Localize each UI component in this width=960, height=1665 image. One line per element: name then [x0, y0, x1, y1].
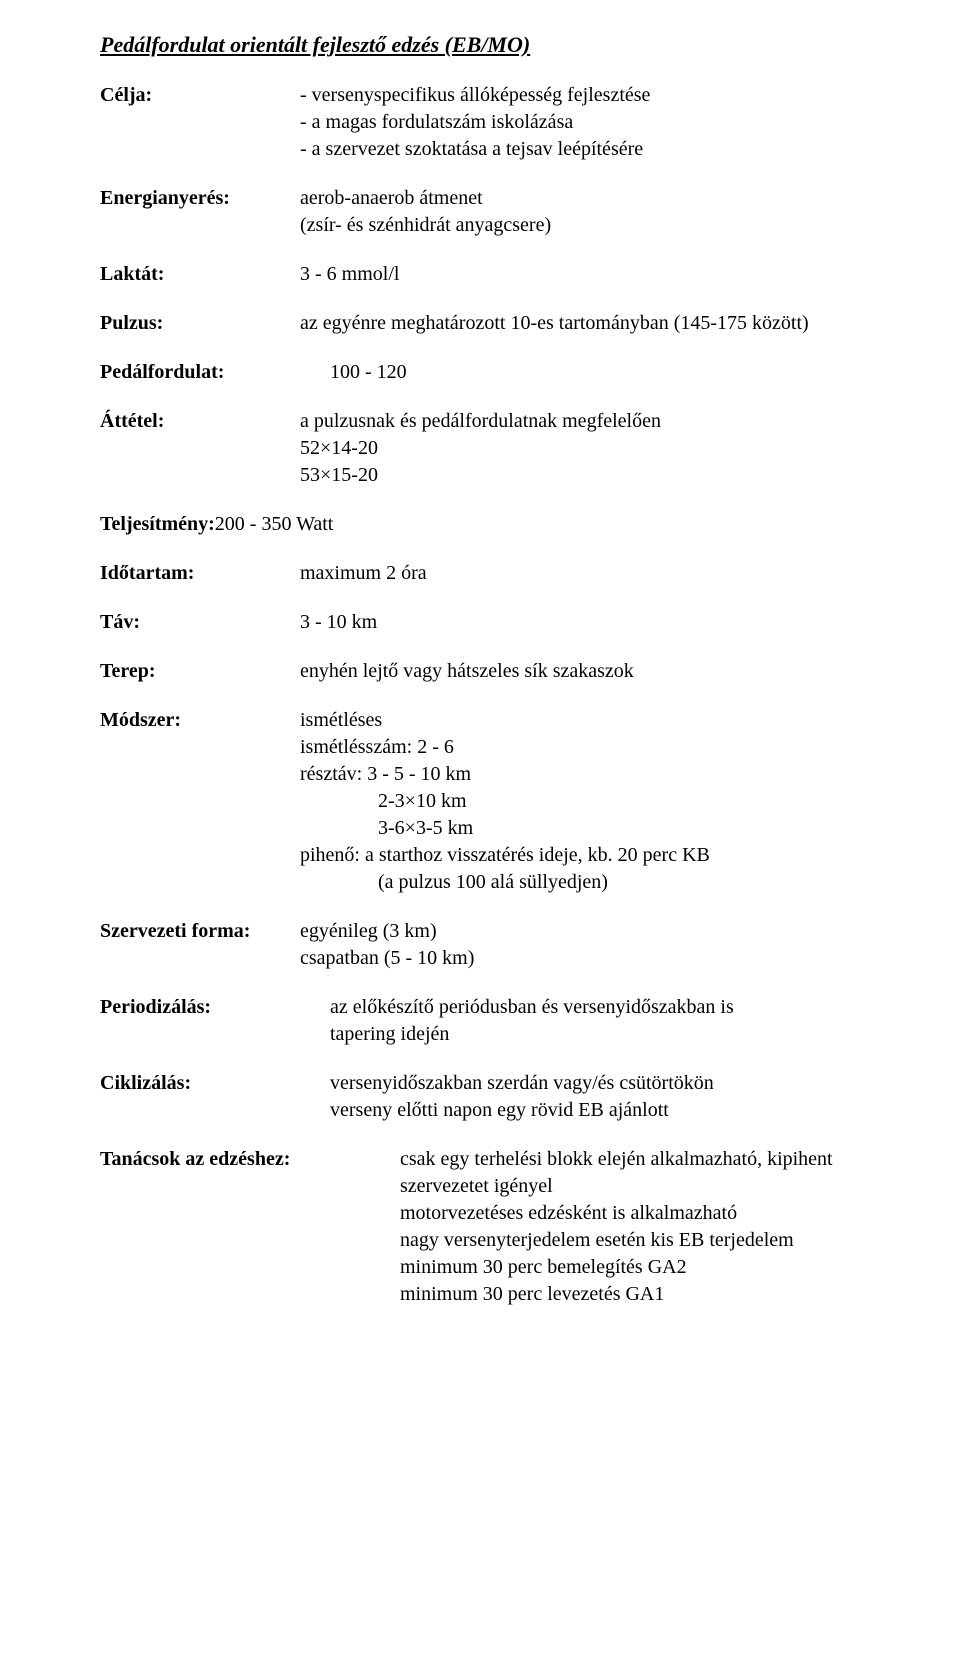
- modszer-line2: ismétlésszám: 2 - 6: [300, 734, 860, 761]
- row-period: Periodizálás: az előkészítő periódusban …: [100, 994, 860, 1048]
- value-energia: aerob-anaerob átmenet (zsír- és szénhidr…: [300, 185, 860, 239]
- value-telj: 200 - 350 Watt: [215, 511, 334, 538]
- attetel-line3: 53×15-20: [300, 462, 860, 489]
- energia-line1: aerob-anaerob átmenet: [300, 185, 860, 212]
- row-attetel: Áttétel: a pulzusnak és pedálfordulatnak…: [100, 408, 860, 489]
- modszer-line7: (a pulzus 100 alá süllyedjen): [300, 869, 860, 896]
- celja-line2: - a magas fordulatszám iskolázása: [300, 109, 860, 136]
- label-telj: Teljesítmény:: [100, 511, 215, 538]
- tanacs-line2: szervezetet igényel: [400, 1173, 860, 1200]
- value-pedal: 100 - 120: [330, 359, 860, 386]
- label-pedal: Pedálfordulat:: [100, 359, 330, 386]
- value-modszer: ismétléses ismétlésszám: 2 - 6 résztáv: …: [300, 707, 860, 896]
- label-pulzus: Pulzus:: [100, 310, 300, 337]
- page-title: Pedálfordulat orientált fejlesztő edzés …: [100, 30, 860, 60]
- period-line2: tapering idején: [330, 1021, 860, 1048]
- label-laktat: Laktát:: [100, 261, 300, 288]
- row-pedal: Pedálfordulat: 100 - 120: [100, 359, 860, 386]
- value-tanacs: csak egy terhelési blokk elején alkalmaz…: [400, 1146, 860, 1308]
- row-tav: Táv: 3 - 10 km: [100, 609, 860, 636]
- value-cikl: versenyidőszakban szerdán vagy/és csütör…: [330, 1070, 860, 1124]
- value-idotartam: maximum 2 óra: [300, 560, 860, 587]
- label-tav: Táv:: [100, 609, 300, 636]
- celja-line3: - a szervezet szoktatása a tejsav leépít…: [300, 136, 860, 163]
- value-szerv: egyénileg (3 km) csapatban (5 - 10 km): [300, 918, 860, 972]
- szerv-line2: csapatban (5 - 10 km): [300, 945, 860, 972]
- modszer-line3: résztáv: 3 - 5 - 10 km: [300, 761, 860, 788]
- row-telj: Teljesítmény: 200 - 350 Watt: [100, 511, 860, 538]
- value-tav: 3 - 10 km: [300, 609, 860, 636]
- row-laktat: Laktát: 3 - 6 mmol/l: [100, 261, 860, 288]
- row-energia: Energianyerés: aerob-anaerob átmenet (zs…: [100, 185, 860, 239]
- attetel-line1: a pulzusnak és pedálfordulatnak megfelel…: [300, 408, 860, 435]
- modszer-line5: 3-6×3-5 km: [300, 815, 860, 842]
- label-idotartam: Időtartam:: [100, 560, 300, 587]
- label-terep: Terep:: [100, 658, 300, 685]
- celja-line1: - versenyspecifikus állóképesség fejlesz…: [300, 82, 860, 109]
- row-szerv: Szervezeti forma: egyénileg (3 km) csapa…: [100, 918, 860, 972]
- modszer-line1: ismétléses: [300, 707, 860, 734]
- tanacs-line4: nagy versenyterjedelem esetén kis EB ter…: [400, 1227, 860, 1254]
- label-tanacs: Tanácsok az edzéshez:: [100, 1146, 400, 1308]
- modszer-line6: pihenő: a starthoz visszatérés ideje, kb…: [300, 842, 860, 869]
- label-modszer: Módszer:: [100, 707, 300, 734]
- row-cikl: Ciklizálás: versenyidőszakban szerdán va…: [100, 1070, 860, 1124]
- label-szerv: Szervezeti forma:: [100, 920, 250, 942]
- row-idotartam: Időtartam: maximum 2 óra: [100, 560, 860, 587]
- period-line1: az előkészítő periódusban és versenyidős…: [330, 994, 860, 1021]
- cikl-line2: verseny előtti napon egy rövid EB ajánlo…: [330, 1097, 860, 1124]
- label-attetel: Áttétel:: [100, 408, 300, 435]
- tanacs-line1: csak egy terhelési blokk elején alkalmaz…: [400, 1146, 860, 1173]
- label-celja: Célja:: [100, 82, 300, 109]
- tanacs-line5: minimum 30 perc bemelegítés GA2: [400, 1254, 860, 1281]
- label-period: Periodizálás:: [100, 994, 330, 1021]
- value-pulzus: az egyénre meghatározott 10-es tartomány…: [300, 310, 860, 337]
- value-celja: - versenyspecifikus állóképesség fejlesz…: [300, 82, 860, 163]
- value-period: az előkészítő periódusban és versenyidős…: [330, 994, 860, 1048]
- row-tanacs: Tanácsok az edzéshez: csak egy terhelési…: [100, 1146, 860, 1308]
- value-laktat: 3 - 6 mmol/l: [300, 261, 860, 288]
- row-pulzus: Pulzus: az egyénre meghatározott 10-es t…: [100, 310, 860, 337]
- label-energia: Energianyerés:: [100, 185, 300, 212]
- value-attetel: a pulzusnak és pedálfordulatnak megfelel…: [300, 408, 860, 489]
- label-cikl: Ciklizálás:: [100, 1070, 330, 1097]
- tanacs-line3: motorvezetéses edzésként is alkalmazható: [400, 1200, 860, 1227]
- modszer-line4: 2-3×10 km: [300, 788, 860, 815]
- energia-line2: (zsír- és szénhidrát anyagcsere): [300, 212, 860, 239]
- cikl-line1: versenyidőszakban szerdán vagy/és csütör…: [330, 1070, 860, 1097]
- value-terep: enyhén lejtő vagy hátszeles sík szakaszo…: [300, 658, 860, 685]
- szerv-line1: egyénileg (3 km): [300, 918, 860, 945]
- tanacs-line6: minimum 30 perc levezetés GA1: [400, 1281, 860, 1308]
- attetel-line2: 52×14-20: [300, 435, 860, 462]
- row-celja: Célja: - versenyspecifikus állóképesség …: [100, 82, 860, 163]
- row-modszer: Módszer: ismétléses ismétlésszám: 2 - 6 …: [100, 707, 860, 896]
- row-terep: Terep: enyhén lejtő vagy hátszeles sík s…: [100, 658, 860, 685]
